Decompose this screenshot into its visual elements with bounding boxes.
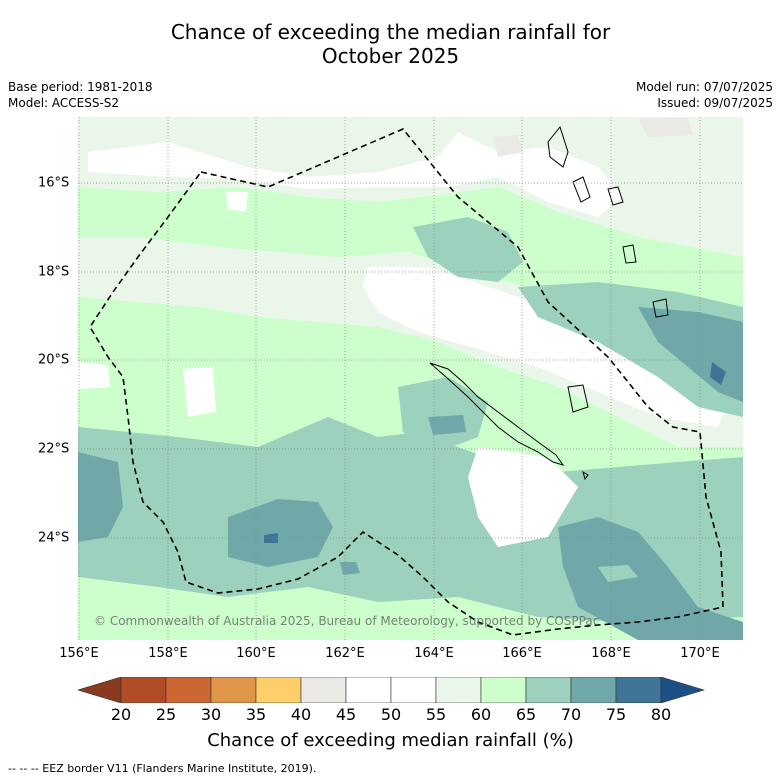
lon-label-168e: 168°E [591,646,631,661]
field-45-55-west-edge [78,362,110,389]
model-run: Model run: 07/07/2025 [635,80,773,94]
meta-right: Model run: 07/07/2025 Issued: 09/07/2025 [636,79,773,111]
colorbar-tick: 25 [155,705,177,724]
colorbar-tick: 35 [245,705,267,724]
field-70-75-west [78,452,123,542]
colorbar-cell [615,677,662,703]
lon-label-164e: 164°E [414,646,454,661]
coastline-vanuatu-mid [572,176,591,203]
coastlines [429,125,669,481]
rainfall-map [78,117,743,640]
colorbar-tick: 50 [380,705,402,724]
colorbar-cell [345,677,392,703]
colorbar-tick: 20 [110,705,132,724]
colorbar-cell [480,677,527,703]
coastline-vanuatu-mid2 [607,186,624,206]
colorbar-cell [210,677,257,703]
field-70-75-southeast [558,517,743,640]
map-title: Chance of exceeding the median rainfall … [0,20,781,68]
field-70-75-central [428,415,466,435]
title-line-2: October 2025 [321,44,460,68]
lat-label-24s: 24°S [38,530,70,546]
colorbar-cell [390,677,437,703]
meta-left: Base period: 1981-2018 Model: ACCESS-S2 [8,79,153,111]
colorbar-cell [570,677,617,703]
model-name: Model: ACCESS-S2 [8,96,120,110]
colorbar-tick: 40 [290,705,312,724]
lon-label-160e: 160°E [236,646,276,661]
lon-label-166e: 166°E [502,646,542,661]
lat-label-16s: 16°S [38,175,70,191]
lat-label-22s: 22°S [38,441,70,457]
base-period: Base period: 1981-2018 [8,80,153,94]
colorbar-tick: 80 [650,705,672,724]
lon-label-158e: 158°E [148,646,188,661]
coastline-vanuatu-north [547,125,569,168]
colorbar-tick: 30 [200,705,222,724]
field-70-75-southwest [228,499,333,567]
field-60-65-south [78,577,743,640]
title-line-1: Chance of exceeding the median rainfall … [170,20,611,44]
field-70-75-south-small [340,562,360,575]
lat-label-18s: 18°S [38,264,70,280]
field-45-55-south [468,447,578,547]
field-65-70-central [398,377,488,452]
colorbar-tick: 75 [605,705,627,724]
graticule [78,117,743,640]
colorbar-cell [525,677,572,703]
field-55-60-central [78,237,743,447]
colorbar-tick: 55 [425,705,447,724]
lon-label-156e: 156°E [59,646,99,661]
copyright-notice: © Commonwealth of Australia 2025, Bureau… [94,614,600,628]
colorbar-tick: 45 [335,705,357,724]
colorbar-title: Chance of exceeding median rainfall (%) [207,730,574,751]
colorbar-under-arrow [78,677,122,703]
lat-label-20s: 20°S [38,352,70,368]
issued-date: Issued: 09/07/2025 [657,96,773,110]
lon-label-170e: 170°E [680,646,720,661]
colorbar-tick: 70 [560,705,582,724]
lon-label-162e: 162°E [325,646,365,661]
colorbar-cells [120,677,662,703]
colorbar [78,677,706,703]
colorbar-cell [255,677,302,703]
probability-fields [78,117,743,640]
colorbar-over-arrow [660,677,706,703]
coastline-small-isle [582,470,589,481]
field-45-55-west [183,367,216,417]
colorbar-tick: 65 [515,705,537,724]
colorbar-cell [435,677,482,703]
coastline-vanuatu-south [622,244,637,264]
field-75-80-east [710,362,726,385]
coastline-island-east [652,298,669,318]
colorbar-cell [120,677,167,703]
colorbar-cell [165,677,212,703]
field-65-70-southeast-hole [598,565,638,582]
field-45-55-central [363,267,728,427]
eez-footnote: -- -- -- EEZ border V11 (Flanders Marine… [8,762,317,775]
field-65-70-north [413,217,523,282]
field-45-55-north-small [226,192,248,212]
coastline-loyalty-islands [567,384,589,413]
field-45-55-north [88,132,623,217]
field-40-45-north [493,135,523,157]
coastline-new-caledonia [429,362,565,466]
field-40-45-northeast [638,117,693,137]
colorbar-tick: 60 [470,705,492,724]
colorbar-cell [300,677,347,703]
